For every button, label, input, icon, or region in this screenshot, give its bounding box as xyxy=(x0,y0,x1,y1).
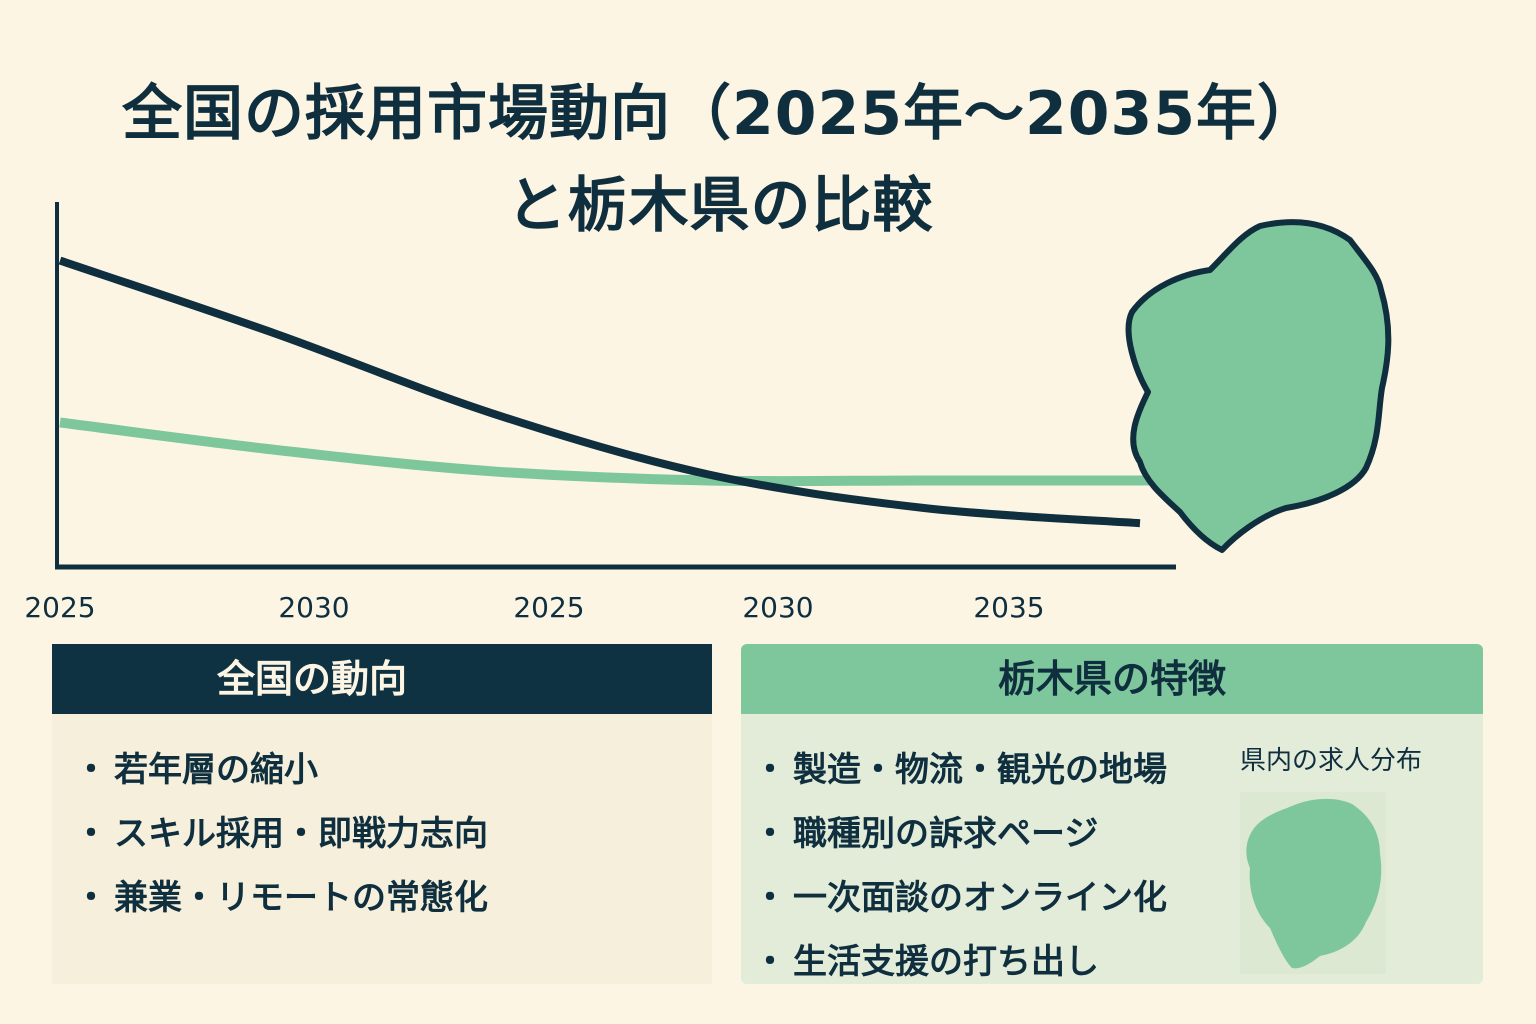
list-item: 兼業・リモートの常態化 xyxy=(52,866,712,930)
trend-line-chart: 2025 2030 2025 2030 2035 xyxy=(24,202,1176,624)
list-item: スキル採用・即戦力志向 xyxy=(52,802,712,866)
tochigi-panel-header: 栃木県の特徴 xyxy=(741,644,1483,714)
x-tick-labels: 2025 2030 2025 2030 2035 xyxy=(24,591,1044,624)
x-tick-label: 2030 xyxy=(278,591,349,624)
tochigi-series-line xyxy=(59,417,1140,487)
mini-map-caption: 県内の求人分布 xyxy=(1240,746,1423,776)
national-points-list: 若年層の縮小 スキル採用・即戦力志向 兼業・リモートの常態化 xyxy=(52,714,712,930)
national-series-line xyxy=(58,256,1141,528)
list-item: 生活支援の打ち出し xyxy=(741,930,1483,994)
national-trends-panel: 全国の動向 若年層の縮小 スキル採用・即戦力志向 兼業・リモートの常態化 xyxy=(52,644,712,984)
mini-map-box xyxy=(1240,792,1386,974)
tochigi-mini-map-icon xyxy=(1246,798,1382,969)
list-item: 一次面談のオンライン化 xyxy=(741,866,1483,930)
list-item: 職種別の訴求ページ xyxy=(741,802,1483,866)
x-tick-label: 2025 xyxy=(513,591,584,624)
title-line-2: と栃木県の比較 xyxy=(506,171,934,241)
series-layer xyxy=(58,256,1150,528)
list-item: 若年層の縮小 xyxy=(52,738,712,802)
x-tick-label: 2025 xyxy=(24,591,95,624)
page-title: 全国の採用市場動向（2025年〜2035年） と栃木県の比較 xyxy=(0,68,1440,252)
national-panel-header: 全国の動向 xyxy=(52,644,712,714)
x-tick-label: 2030 xyxy=(742,591,813,624)
list-item: 製造・物流・観光の地場 xyxy=(741,738,1483,802)
tochigi-points-list: 製造・物流・観光の地場 職種別の訴求ページ 一次面談のオンライン化 生活支援の打… xyxy=(741,714,1483,994)
x-tick-label: 2035 xyxy=(973,591,1044,624)
tochigi-map-icon xyxy=(1125,219,1392,553)
title-line-1: 全国の採用市場動向（2025年〜2035年） xyxy=(122,79,1318,149)
